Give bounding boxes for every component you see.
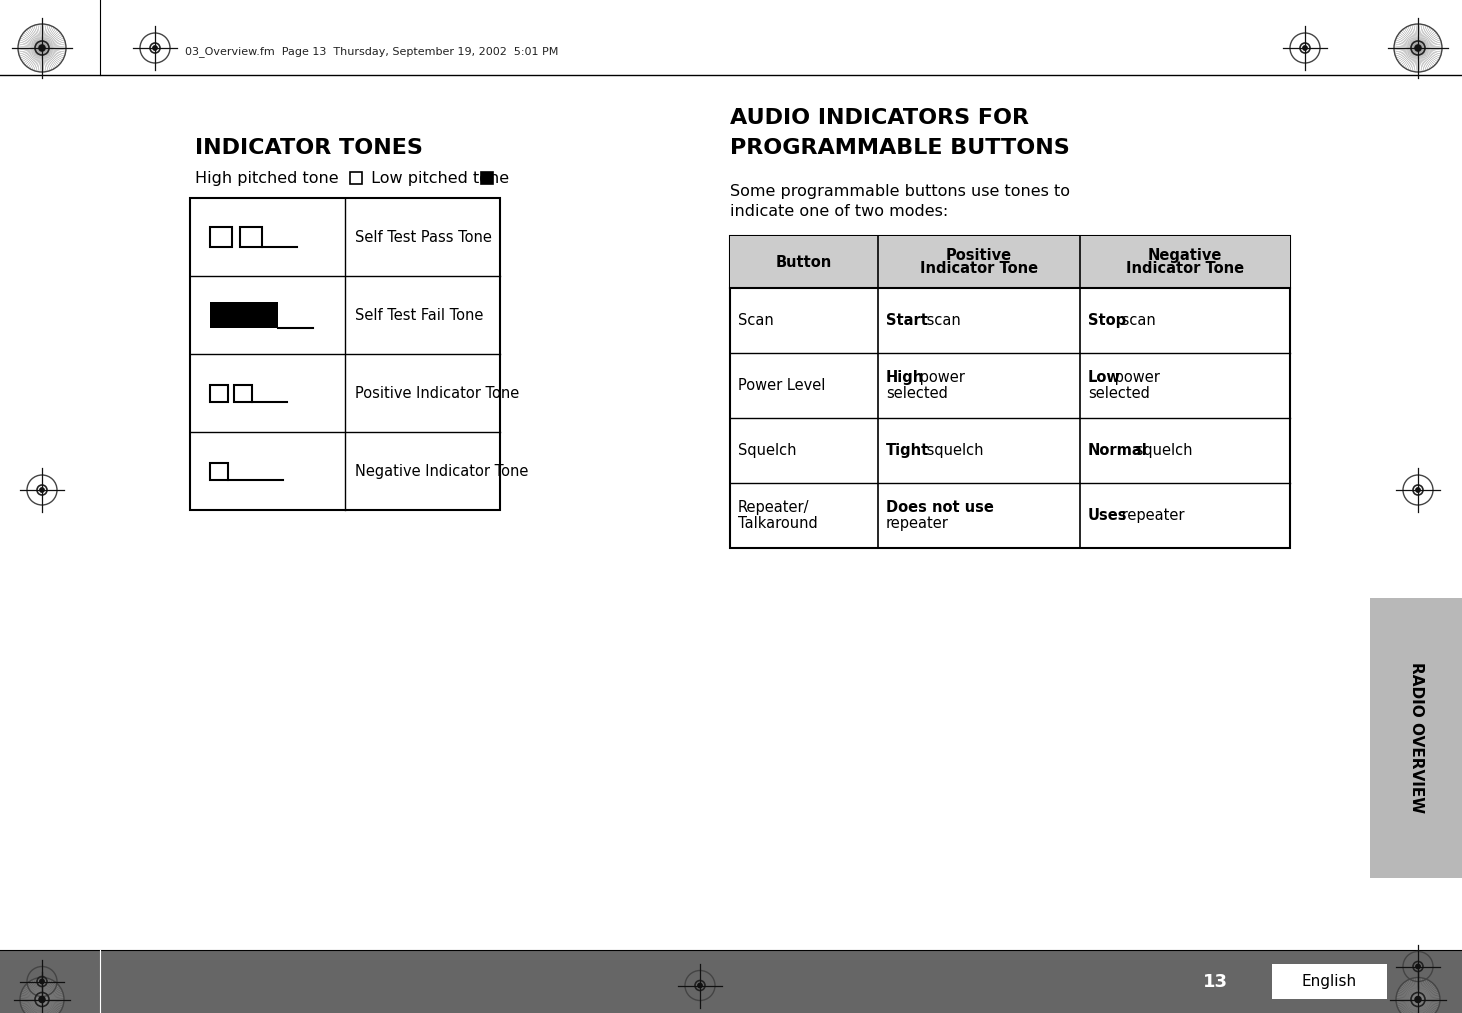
Text: Stop: Stop: [1088, 313, 1126, 328]
Text: Power Level: Power Level: [738, 378, 826, 393]
Circle shape: [1303, 46, 1307, 51]
Text: 13: 13: [1203, 972, 1228, 991]
Bar: [0, 950, 1462, 1013]
Circle shape: [1415, 997, 1421, 1003]
Text: Uses: Uses: [1088, 508, 1127, 523]
Text: Positive Indicator Tone: Positive Indicator Tone: [355, 386, 519, 400]
Bar: [211, 385, 228, 401]
Circle shape: [1415, 488, 1420, 492]
Text: Positive: Positive: [946, 248, 1012, 263]
Text: Button: Button: [776, 254, 832, 269]
Bar: [211, 227, 232, 247]
Text: Negative Indicator Tone: Negative Indicator Tone: [355, 464, 528, 478]
Bar: [349, 172, 363, 184]
Text: Does not use: Does not use: [886, 500, 994, 515]
Bar: [240, 227, 262, 247]
Text: scan: scan: [923, 313, 961, 328]
Text: repeater: repeater: [1117, 508, 1184, 523]
Text: INDICATOR TONES: INDICATOR TONES: [194, 138, 423, 158]
Circle shape: [39, 980, 44, 984]
Bar: [730, 236, 1289, 548]
Circle shape: [39, 997, 45, 1003]
Text: Normal: Normal: [1088, 443, 1148, 458]
Text: Low: Low: [1088, 370, 1121, 385]
Text: Negative: Negative: [1148, 248, 1222, 263]
Circle shape: [1415, 964, 1420, 968]
Text: High pitched tone: High pitched tone: [194, 170, 344, 185]
Text: selected: selected: [1088, 386, 1151, 401]
Text: Repeater/: Repeater/: [738, 500, 810, 515]
Text: squelch: squelch: [1132, 443, 1193, 458]
Text: Self Test Pass Tone: Self Test Pass Tone: [355, 230, 491, 244]
Text: scan: scan: [1117, 313, 1155, 328]
Text: PROGRAMMABLE BUTTONS: PROGRAMMABLE BUTTONS: [730, 138, 1070, 158]
Circle shape: [154, 46, 158, 51]
Bar: [1272, 964, 1387, 999]
Text: Squelch: Squelch: [738, 443, 797, 458]
Text: selected: selected: [886, 386, 947, 401]
Text: Self Test Fail Tone: Self Test Fail Tone: [355, 308, 484, 322]
Text: Scan: Scan: [738, 313, 773, 328]
Bar: [1370, 598, 1462, 878]
Circle shape: [39, 488, 44, 492]
Text: indicate one of two modes:: indicate one of two modes:: [730, 204, 949, 219]
Circle shape: [697, 984, 702, 988]
Text: Tight: Tight: [886, 443, 930, 458]
Text: Some programmable buttons use tones to: Some programmable buttons use tones to: [730, 184, 1070, 199]
Bar: [190, 198, 500, 510]
Text: 03_Overview.fm  Page 13  Thursday, September 19, 2002  5:01 PM: 03_Overview.fm Page 13 Thursday, Septemb…: [186, 47, 558, 58]
Text: RADIO OVERVIEW: RADIO OVERVIEW: [1408, 663, 1424, 813]
Text: repeater: repeater: [886, 516, 949, 531]
Text: Indicator Tone: Indicator Tone: [920, 261, 1038, 276]
Text: Low pitched tone: Low pitched tone: [366, 170, 515, 185]
Bar: [211, 463, 228, 479]
Text: AUDIO INDICATORS FOR: AUDIO INDICATORS FOR: [730, 108, 1029, 128]
Bar: [481, 172, 493, 184]
Text: power: power: [915, 370, 965, 385]
Bar: [234, 385, 251, 401]
Bar: [211, 302, 278, 328]
Text: power: power: [1110, 370, 1159, 385]
Text: English: English: [1303, 975, 1357, 989]
Text: Start: Start: [886, 313, 928, 328]
Text: Indicator Tone: Indicator Tone: [1126, 261, 1244, 276]
Circle shape: [1415, 45, 1421, 51]
Text: High: High: [886, 370, 924, 385]
Bar: [730, 236, 1289, 288]
Text: squelch: squelch: [923, 443, 984, 458]
Text: Talkaround: Talkaround: [738, 516, 817, 531]
Circle shape: [39, 45, 45, 51]
